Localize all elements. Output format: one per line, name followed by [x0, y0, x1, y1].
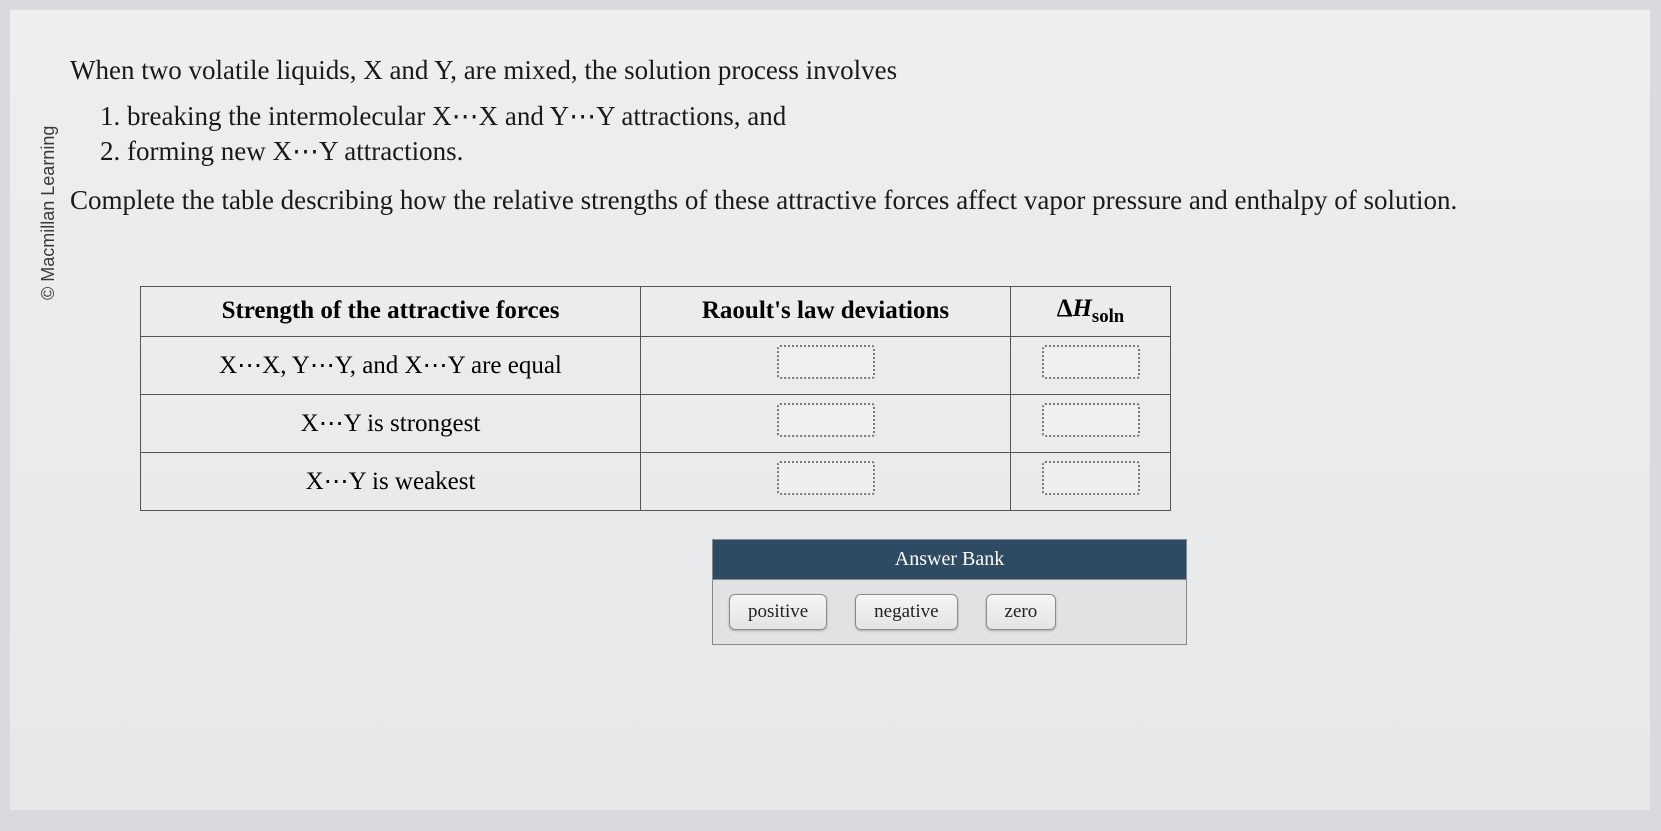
intro-text: When two volatile liquids, X and Y, are … — [70, 50, 1630, 91]
instruction-text: Complete the table describing how the re… — [70, 185, 1630, 216]
table-row: X⋯Y is weakest — [141, 452, 1171, 510]
question-page: © Macmillan Learning When two volatile l… — [10, 10, 1650, 810]
table-row: X⋯X, Y⋯Y, and X⋯Y are equal — [141, 336, 1171, 394]
cell-raoult-1 — [641, 394, 1011, 452]
chip-negative[interactable]: negative — [855, 594, 957, 630]
dh-delta: Δ — [1057, 295, 1073, 322]
header-dh: ΔHsoln — [1011, 286, 1171, 336]
dropzone-dh-2[interactable] — [1042, 461, 1140, 495]
chip-zero[interactable]: zero — [986, 594, 1057, 630]
table-row: X⋯Y is strongest — [141, 394, 1171, 452]
cell-raoult-2 — [641, 452, 1011, 510]
header-raoult: Raoult's law deviations — [641, 286, 1011, 336]
dropzone-raoult-0[interactable] — [777, 345, 875, 379]
dh-h: H — [1072, 295, 1091, 322]
chip-positive[interactable]: positive — [729, 594, 827, 630]
answer-bank-title: Answer Bank — [712, 539, 1187, 579]
cell-strength-0: X⋯X, Y⋯Y, and X⋯Y are equal — [141, 336, 641, 394]
answer-bank-body: positive negative zero — [712, 579, 1187, 645]
answer-bank: Answer Bank positive negative zero — [712, 539, 1187, 645]
cell-strength-1: X⋯Y is strongest — [141, 394, 641, 452]
dropzone-dh-1[interactable] — [1042, 403, 1140, 437]
cell-strength-2: X⋯Y is weakest — [141, 452, 641, 510]
copyright-text: © Macmillan Learning — [38, 126, 59, 300]
header-strength: Strength of the attractive forces — [141, 286, 641, 336]
process-list: 1. breaking the intermolecular X⋯X and Y… — [100, 101, 1630, 167]
cell-dh-2 — [1011, 452, 1171, 510]
list-item-2: 2. forming new X⋯Y attractions. — [100, 136, 1630, 167]
table-container: Strength of the attractive forces Raoult… — [140, 286, 1630, 645]
dropzone-raoult-2[interactable] — [777, 461, 875, 495]
forces-table: Strength of the attractive forces Raoult… — [140, 286, 1171, 511]
dropzone-raoult-1[interactable] — [777, 403, 875, 437]
dropzone-dh-0[interactable] — [1042, 345, 1140, 379]
cell-dh-1 — [1011, 394, 1171, 452]
list-item-1: 1. breaking the intermolecular X⋯X and Y… — [100, 101, 1630, 132]
dh-sub: soln — [1092, 306, 1124, 327]
cell-dh-0 — [1011, 336, 1171, 394]
cell-raoult-0 — [641, 336, 1011, 394]
